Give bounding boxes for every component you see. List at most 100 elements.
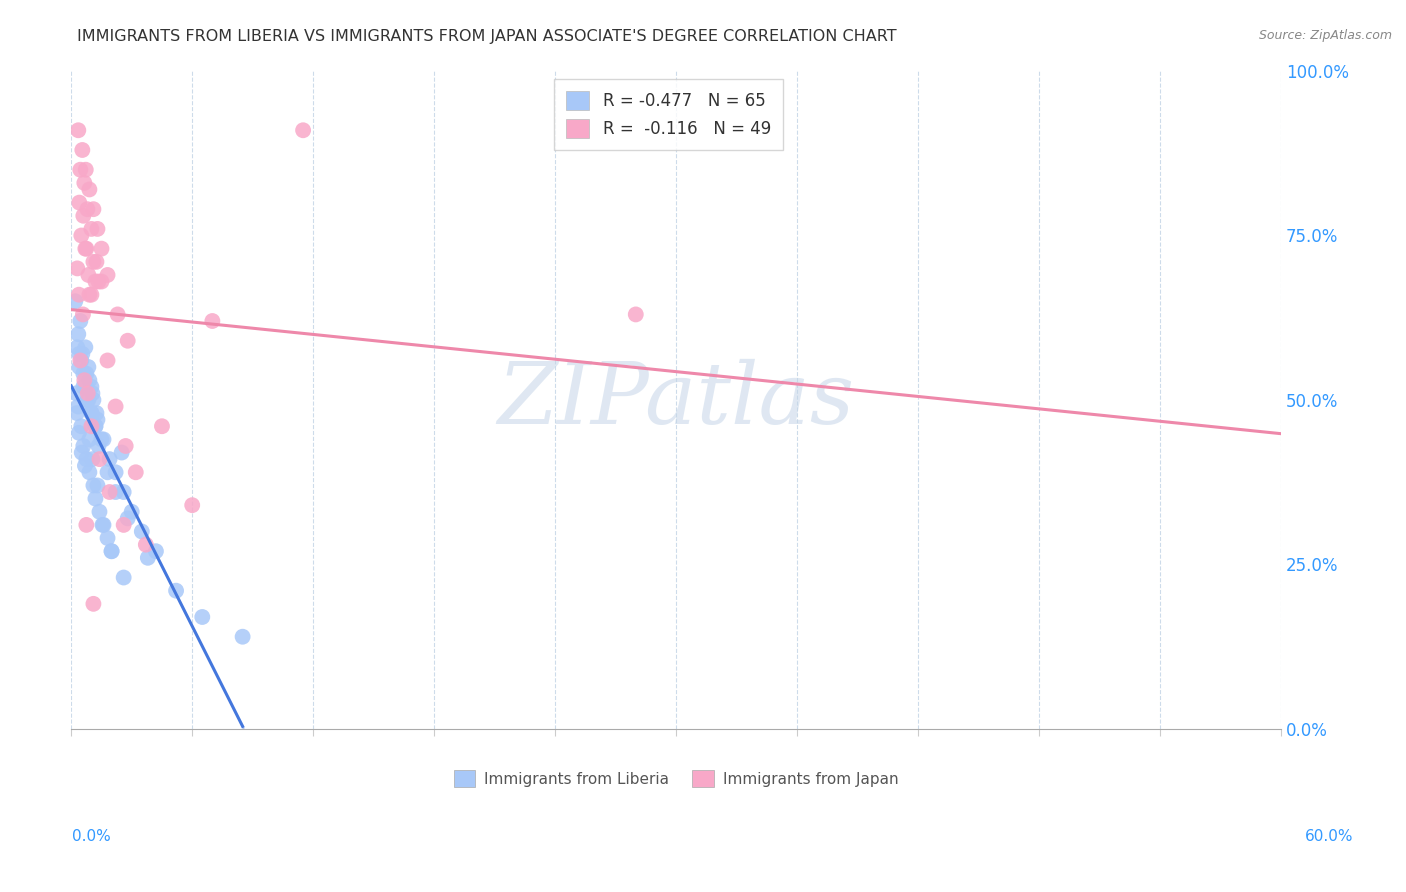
Point (93, 517, 115, 532)
Point (72, 307, 94, 321)
Point (107, 307, 129, 321)
Point (75, 517, 97, 532)
Point (70, 228, 93, 243)
Point (104, 400, 127, 414)
Point (79, 465, 101, 479)
Point (86, 412, 108, 426)
Point (72, 143, 94, 157)
Point (131, 524, 153, 539)
Point (114, 439, 136, 453)
Point (624, 307, 647, 321)
Point (82, 597, 104, 611)
Legend: Immigrants from Liberia, Immigrants from Japan: Immigrants from Liberia, Immigrants from… (447, 764, 904, 794)
Point (75, 367, 97, 381)
Point (80, 406, 103, 420)
Point (70, 445, 93, 459)
Point (292, 123, 315, 137)
Point (79, 433, 101, 447)
Point (86, 478, 108, 492)
Point (69, 162, 91, 177)
Point (98, 452, 121, 467)
Point (87, 439, 110, 453)
Point (82, 392, 104, 407)
Point (165, 583, 187, 598)
Point (150, 419, 173, 434)
Point (80, 287, 103, 301)
Point (76, 392, 98, 407)
Point (77, 359, 100, 374)
Point (86, 255, 108, 269)
Point (69, 353, 91, 368)
Point (72, 439, 94, 453)
Point (70, 353, 93, 368)
Point (82, 202, 104, 217)
Point (104, 465, 127, 479)
Point (73, 458, 96, 473)
Point (67, 400, 90, 414)
Point (73, 176, 96, 190)
Point (82, 478, 104, 492)
Point (77, 392, 100, 407)
Point (66, 406, 89, 420)
Point (100, 544, 122, 558)
Point (96, 531, 118, 545)
Point (117, 334, 139, 348)
Point (80, 406, 103, 420)
Point (75, 242, 97, 256)
Point (72, 380, 94, 394)
Point (67, 195, 90, 210)
Point (96, 353, 118, 368)
Point (84, 275, 107, 289)
Point (112, 485, 135, 500)
Point (111, 445, 134, 459)
Point (67, 359, 90, 374)
Point (121, 505, 143, 519)
Point (90, 433, 112, 447)
Point (72, 367, 94, 381)
Point (84, 491, 107, 506)
Text: 60.0%: 60.0% (1305, 830, 1353, 844)
Point (98, 485, 121, 500)
Point (96, 465, 118, 479)
Point (70, 419, 93, 434)
Point (145, 544, 167, 558)
Point (75, 162, 97, 177)
Point (96, 268, 118, 282)
Point (75, 380, 97, 394)
Point (232, 630, 254, 644)
Point (66, 340, 89, 354)
Point (67, 347, 90, 361)
Point (87, 275, 110, 289)
Point (136, 550, 159, 565)
Point (67, 123, 90, 137)
Point (86, 222, 108, 236)
Point (84, 419, 107, 434)
Point (67, 327, 90, 342)
Point (135, 538, 157, 552)
Point (112, 570, 135, 584)
Point (72, 347, 94, 361)
Point (86, 406, 108, 420)
Point (73, 373, 96, 387)
Point (75, 452, 97, 467)
Point (112, 517, 135, 532)
Point (67, 287, 90, 301)
Point (82, 255, 104, 269)
Point (80, 419, 103, 434)
Point (79, 373, 101, 387)
Point (65, 386, 87, 401)
Point (100, 544, 122, 558)
Text: 0.0%: 0.0% (72, 830, 111, 844)
Text: IMMIGRANTS FROM LIBERIA VS IMMIGRANTS FROM JAPAN ASSOCIATE'S DEGREE CORRELATION : IMMIGRANTS FROM LIBERIA VS IMMIGRANTS FR… (77, 29, 897, 45)
Point (67, 425, 90, 440)
Point (84, 419, 107, 434)
Point (89, 452, 111, 467)
Point (77, 268, 100, 282)
Point (181, 498, 204, 512)
Point (117, 511, 139, 525)
Point (75, 242, 97, 256)
Point (76, 386, 98, 401)
Point (79, 287, 101, 301)
Point (75, 340, 97, 354)
Point (90, 242, 112, 256)
